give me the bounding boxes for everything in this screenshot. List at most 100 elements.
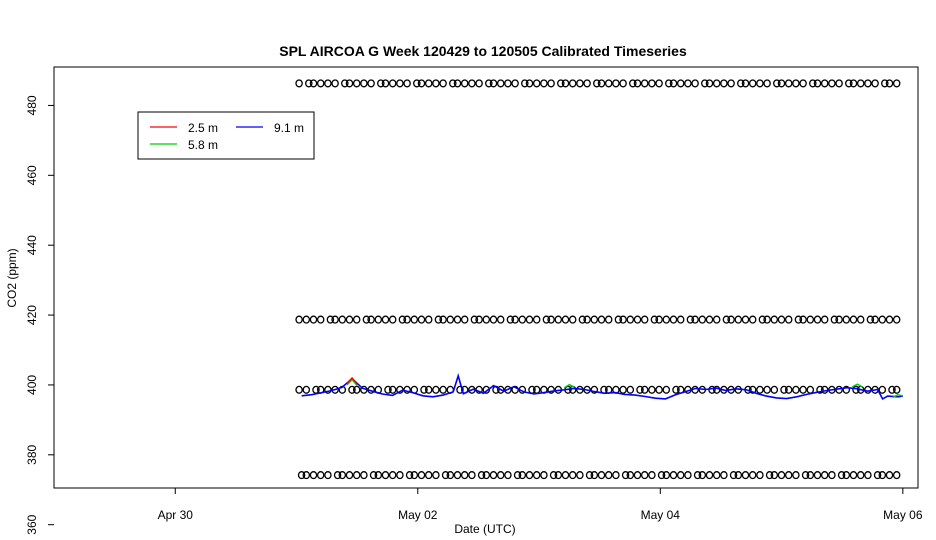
- calibration-point: [532, 471, 541, 480]
- calibration-point: [806, 315, 815, 324]
- calibration-point: [686, 315, 695, 324]
- calibration-point: [309, 315, 318, 324]
- calibration-point: [837, 471, 846, 480]
- calibration-point: [583, 315, 591, 324]
- calibration-point: [360, 471, 368, 480]
- calibration-point: [849, 471, 858, 480]
- calibration-point: [345, 79, 354, 88]
- calibration-point: [655, 79, 663, 88]
- calibration-point: [367, 315, 375, 324]
- calibration-point: [712, 79, 721, 88]
- calibration-point: [540, 79, 548, 88]
- calibration-point: [542, 315, 551, 324]
- calibration-point: [794, 315, 803, 324]
- calibration-point: [633, 471, 642, 480]
- calibration-point: [662, 471, 671, 480]
- calibration-point: [568, 471, 577, 480]
- calibration-point: [737, 79, 745, 88]
- calibration-point: [561, 471, 570, 480]
- calibration-point: [621, 471, 630, 480]
- calibration-point: [297, 471, 306, 480]
- calibration-point: [417, 471, 426, 480]
- calibration-point: [496, 79, 505, 88]
- calibration-point: [568, 79, 577, 88]
- calibration-point: [593, 79, 601, 88]
- calibration-point: [590, 471, 599, 480]
- calibration-point: [701, 79, 709, 88]
- calibration-point: [506, 315, 515, 324]
- calibration-point: [777, 79, 786, 88]
- calibration-point: [655, 385, 663, 394]
- calibration-point: [513, 471, 522, 480]
- calibration-point: [820, 471, 829, 480]
- calibration-point: [420, 385, 428, 394]
- calibration-point: [532, 315, 541, 324]
- x-axis-label: Date (UTC): [454, 522, 515, 536]
- calibration-point: [729, 471, 738, 480]
- calibration-point: [576, 79, 584, 88]
- calibration-point: [712, 315, 721, 324]
- calibration-point: [388, 385, 397, 394]
- calibration-point: [691, 79, 699, 88]
- calibration-point: [388, 315, 397, 324]
- calibration-point: [835, 79, 843, 88]
- calibration-point: [302, 385, 311, 394]
- series-line-58m: [563, 383, 575, 389]
- calibration-point: [352, 79, 361, 88]
- calibration-point: [590, 315, 599, 324]
- calibration-point: [873, 471, 882, 480]
- calibration-point: [597, 315, 606, 324]
- calibration-point: [345, 315, 354, 324]
- calibration-point: [773, 79, 781, 88]
- calibration-point: [521, 79, 529, 88]
- calibration-point: [669, 79, 678, 88]
- y-tick-label: 400: [25, 375, 39, 395]
- calibration-point: [849, 315, 858, 324]
- calibration-point: [331, 315, 339, 324]
- calibration-point: [871, 79, 879, 88]
- calibration-point: [446, 315, 455, 324]
- calibration-point: [856, 79, 865, 88]
- calibration-point: [722, 315, 731, 324]
- calibration-point: [424, 385, 433, 394]
- calibration-point: [765, 471, 774, 480]
- calibration-points: [295, 79, 901, 480]
- calibration-point: [626, 385, 635, 394]
- legend-box: [137, 111, 315, 160]
- calibration-point: [828, 471, 836, 480]
- calibration-point: [460, 79, 469, 88]
- series-line-58m: [346, 378, 358, 387]
- calibration-point: [845, 79, 853, 88]
- calibration-point: [568, 315, 577, 324]
- calibration-point: [612, 471, 620, 480]
- calibration-point: [648, 385, 656, 394]
- calibration-point: [468, 471, 476, 480]
- calibration-point: [748, 315, 757, 324]
- calibration-point: [842, 471, 851, 480]
- calibration-point: [525, 315, 534, 324]
- calibration-point: [396, 471, 404, 480]
- calibration-point: [763, 79, 771, 88]
- calibration-point: [403, 315, 411, 324]
- calibration-point: [691, 315, 699, 324]
- series-line-58m: [851, 383, 863, 388]
- calibration-point: [504, 79, 512, 88]
- calibration-point: [413, 79, 421, 88]
- calibration-point: [820, 315, 829, 324]
- calibration-point: [626, 471, 635, 480]
- calibration-point: [525, 79, 534, 88]
- calibration-point: [583, 79, 591, 88]
- calibration-point: [856, 471, 865, 480]
- y-tick-label: 440: [25, 235, 39, 255]
- y-tick-label: 360: [25, 514, 39, 534]
- calibration-point: [799, 385, 807, 394]
- calibration-point: [698, 471, 707, 480]
- calibration-point: [888, 385, 896, 394]
- calibration-point: [405, 471, 414, 480]
- calibration-point: [424, 471, 433, 480]
- calibration-point: [881, 79, 889, 88]
- calibration-point: [388, 471, 397, 480]
- calibration-point: [693, 471, 702, 480]
- calibration-point: [374, 471, 383, 480]
- calibration-point: [324, 471, 332, 480]
